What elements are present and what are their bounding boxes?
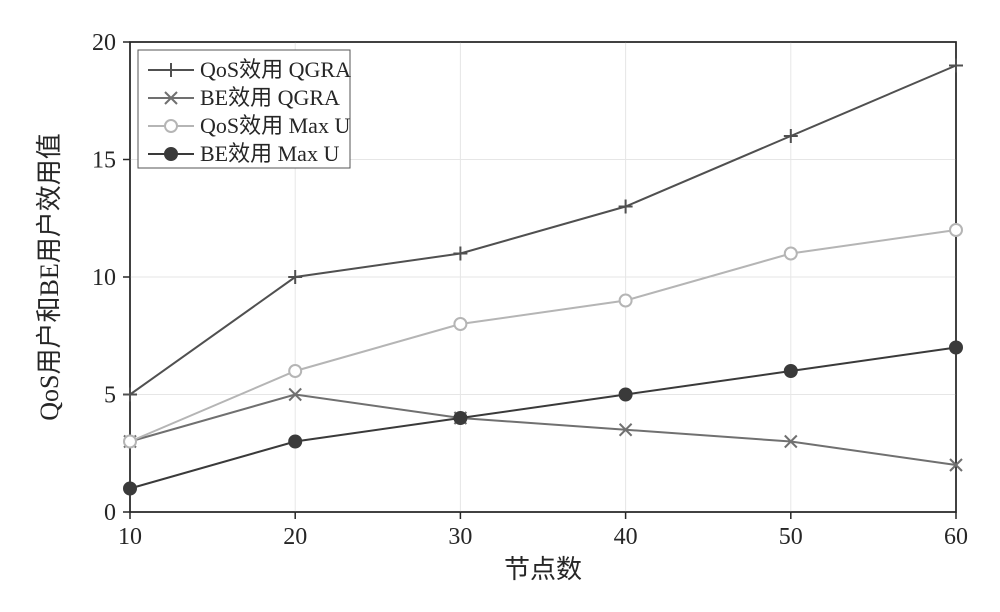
- x-tick-label: 10: [118, 524, 142, 550]
- y-tick-label: 10: [92, 265, 116, 291]
- y-axis-label: QoS用户和BE用户效用值: [35, 133, 64, 420]
- legend-label: BE效用 QGRA: [200, 85, 340, 110]
- x-tick-label: 50: [779, 524, 803, 550]
- x-tick-label: 30: [448, 524, 472, 550]
- marker-circle-filled: [124, 483, 136, 495]
- utility-chart: 10 20 30 40 50 60 0 5 10 15 20 节点数 QoS用户和BE用户效用值 QoS效…: [20, 20, 980, 592]
- marker-circle-filled: [950, 342, 962, 354]
- y-tick-label: 20: [92, 30, 116, 56]
- legend-label: QoS效用 QGRA: [200, 57, 351, 82]
- legend: QoS效用 QGRA BE效用 QGRA QoS效用 Max U BE效用 Max U: [138, 50, 351, 168]
- marker-circle-open: [620, 295, 632, 307]
- marker-circle-filled: [289, 436, 301, 448]
- x-tick-label: 40: [614, 524, 638, 550]
- x-tick-label: 20: [283, 524, 307, 550]
- chart-svg: 10 20 30 40 50 60 0 5 10 15 20 节点数 QoS用户和BE用户效用值 QoS效…: [20, 20, 980, 592]
- marker-circle-filled: [454, 412, 466, 424]
- marker-circle-filled: [620, 389, 632, 401]
- marker-circle-open: [454, 318, 466, 330]
- y-tick-label: 15: [92, 148, 116, 174]
- marker-circle-open: [289, 365, 301, 377]
- marker-circle-filled: [165, 148, 177, 160]
- legend-label: BE效用 Max U: [200, 141, 339, 166]
- x-axis-label: 节点数: [504, 555, 582, 584]
- marker-circle-open: [785, 248, 797, 260]
- marker-circle-open: [124, 436, 136, 448]
- marker-circle-filled: [785, 365, 797, 377]
- marker-circle-open: [165, 120, 177, 132]
- y-tick-label: 5: [104, 383, 116, 409]
- x-tick-label: 60: [944, 524, 968, 550]
- marker-circle-open: [950, 224, 962, 236]
- y-tick-label: 0: [104, 500, 116, 526]
- legend-label: QoS效用 Max U: [200, 113, 350, 138]
